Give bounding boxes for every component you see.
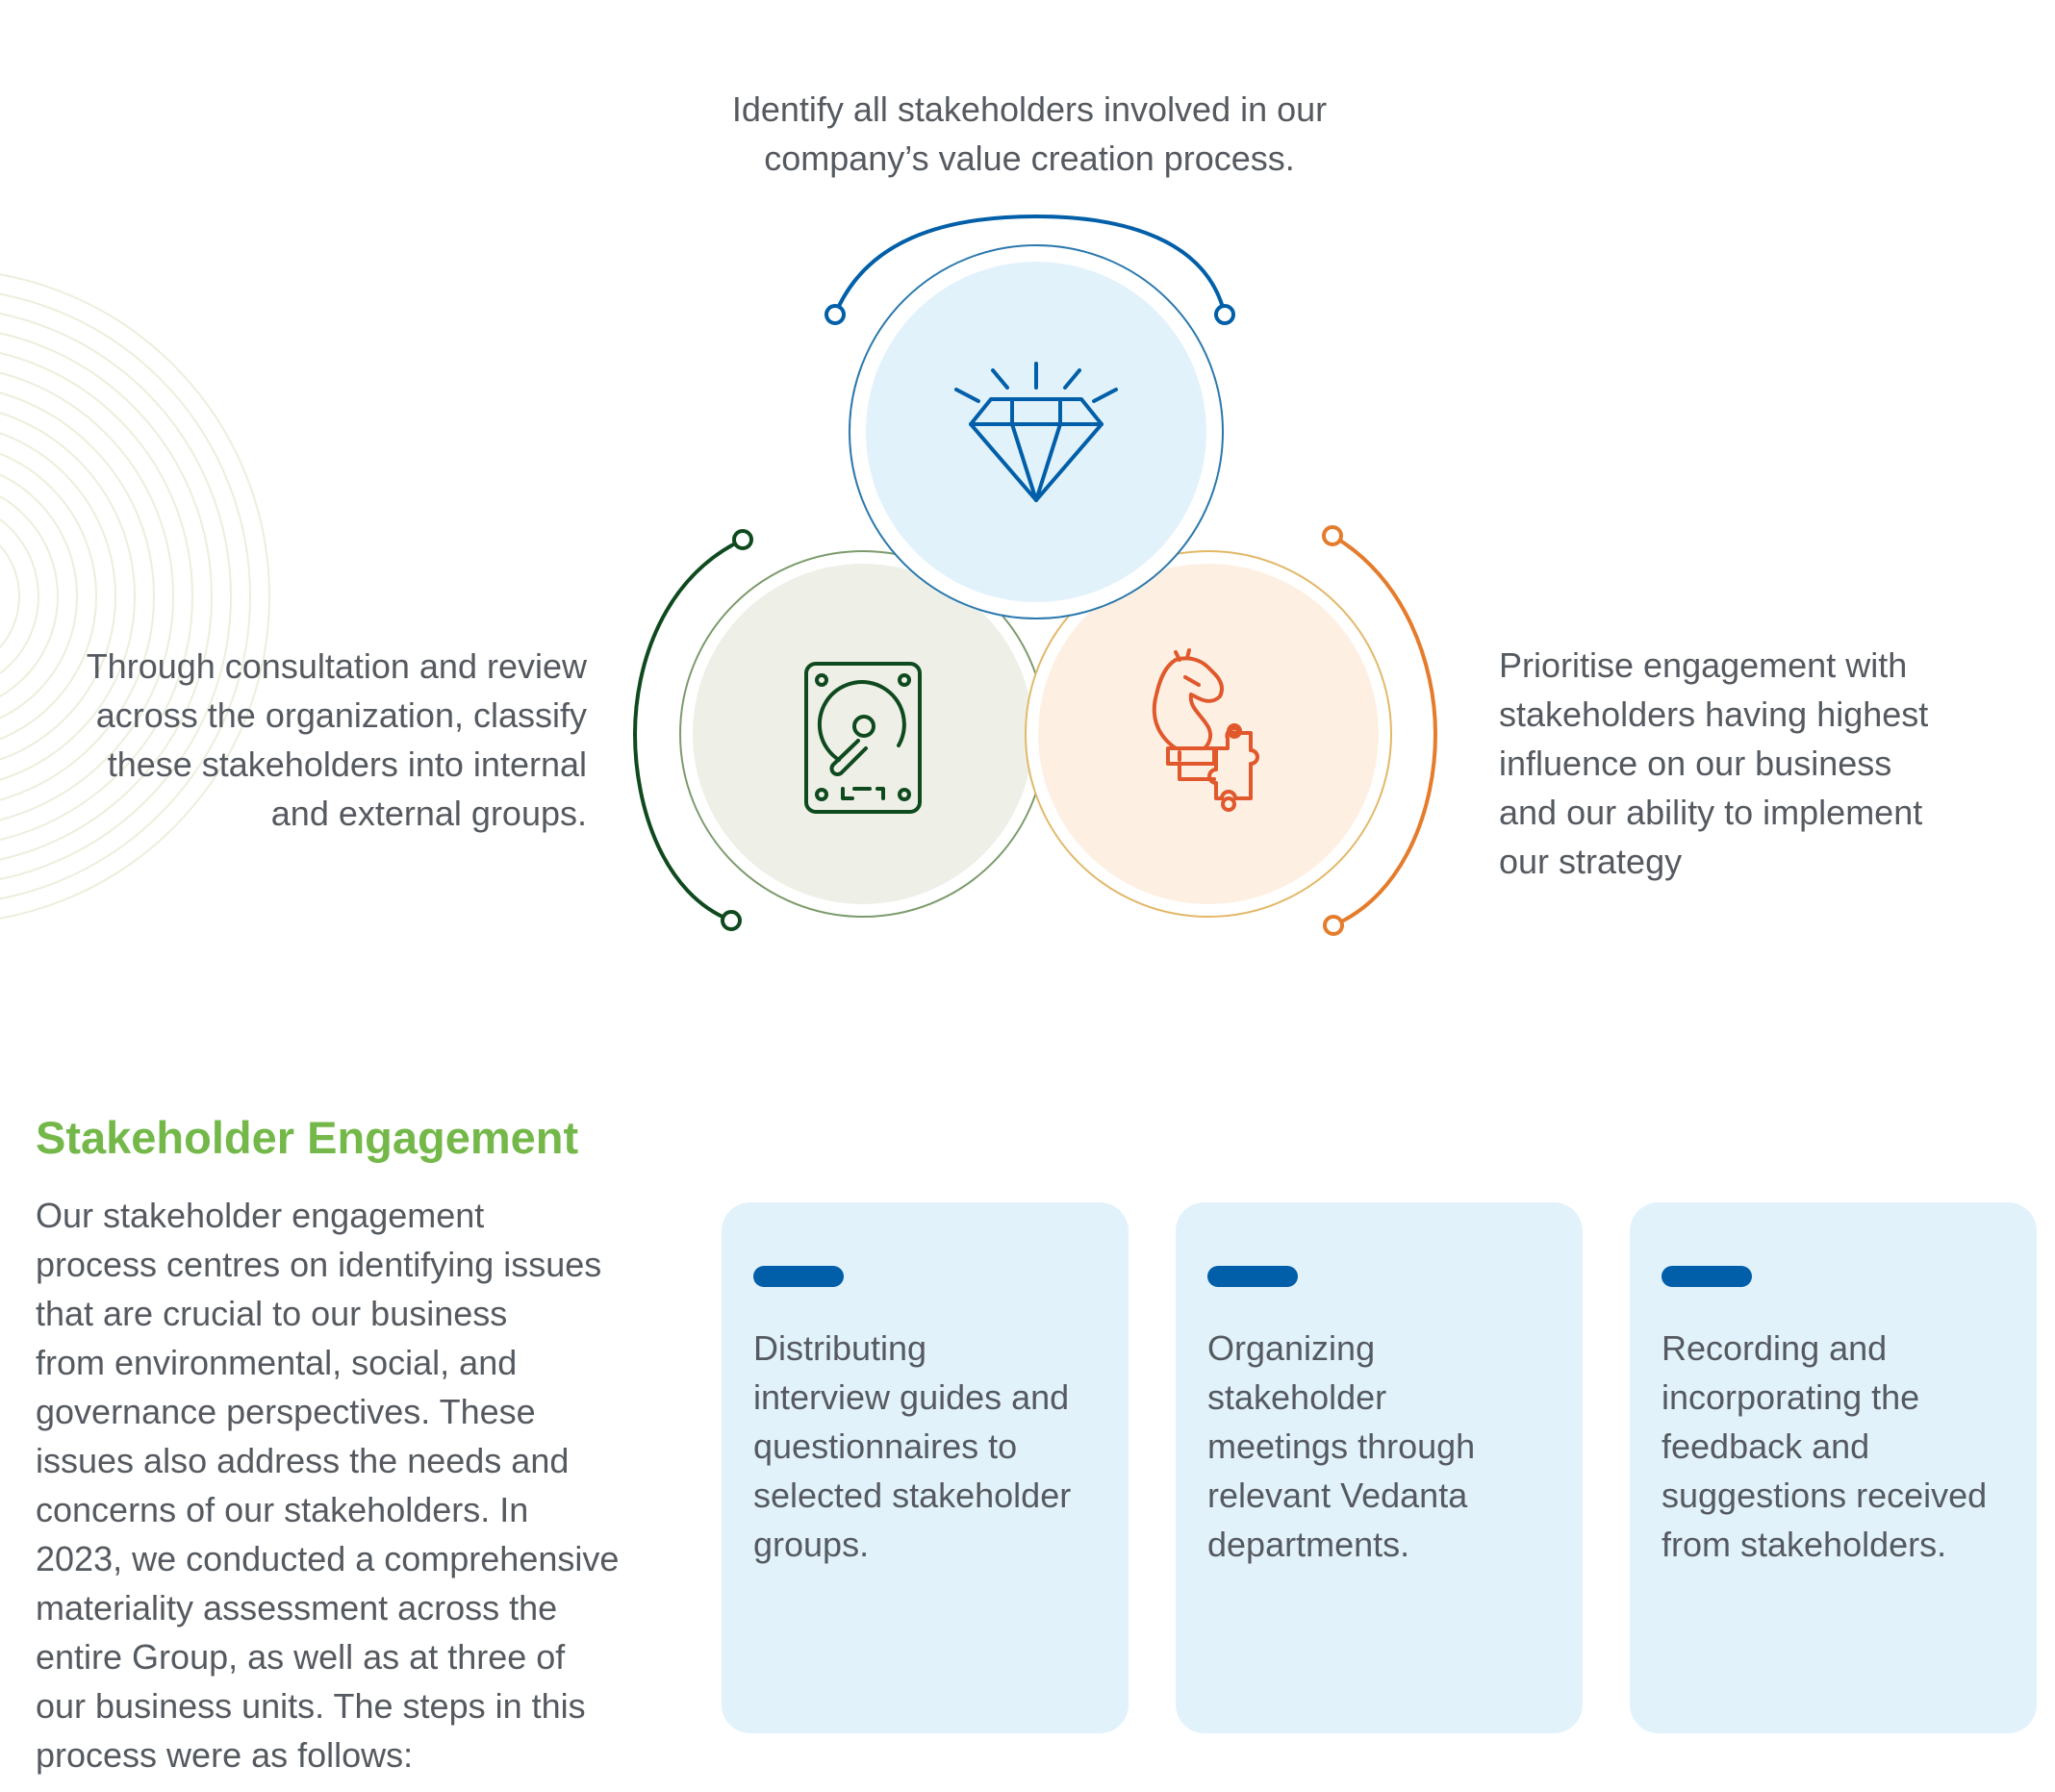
right-orbit-arc [1322, 525, 1438, 936]
prioritise-step-text: Prioritise engagement with stakeholders … [1499, 645, 1929, 881]
classify-step-text: Through consultation and review across t… [86, 646, 587, 833]
step-card: Organizing stakeholder meetings through … [1176, 1202, 1583, 1733]
card-accent-bar [1207, 1266, 1298, 1287]
prioritise-circle [1025, 550, 1392, 918]
identify-circle [849, 244, 1224, 619]
section-body-text: Our stakeholder engagement process centr… [36, 1196, 620, 1775]
diamond-icon [954, 362, 1118, 502]
step-card-text: Organizing stakeholder meetings through … [1207, 1328, 1476, 1564]
top-orbit-arc [825, 214, 1235, 325]
step-card: Recording and incorporating the feedback… [1630, 1202, 2037, 1733]
left-orbit-arc [632, 529, 753, 931]
identify-step-text: Identify all stakeholders involved in ou… [731, 89, 1328, 178]
hard-drive-icon [804, 662, 922, 814]
step-card: Distributing interview guides and questi… [722, 1202, 1129, 1733]
step-card-text: Recording and incorporating the feedback… [1662, 1328, 1988, 1564]
card-accent-bar [1662, 1266, 1752, 1287]
step-card-text: Distributing interview guides and questi… [753, 1328, 1072, 1564]
decorative-concentric-arcs [0, 273, 270, 920]
card-accent-bar [753, 1266, 844, 1287]
chess-knight-puzzle-icon [1152, 648, 1259, 812]
section-heading: Stakeholder Engagement [36, 1112, 579, 1163]
